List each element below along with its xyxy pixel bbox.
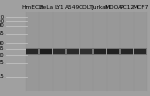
- FancyBboxPatch shape: [53, 48, 66, 55]
- FancyBboxPatch shape: [66, 48, 79, 55]
- Text: 100: 100: [0, 19, 4, 24]
- Text: 30: 30: [0, 53, 4, 58]
- Text: COLT: COLT: [79, 5, 94, 10]
- FancyBboxPatch shape: [134, 49, 146, 54]
- FancyBboxPatch shape: [26, 48, 39, 55]
- Text: 15: 15: [0, 74, 4, 79]
- Text: 25: 25: [0, 60, 4, 65]
- FancyBboxPatch shape: [26, 12, 147, 91]
- FancyBboxPatch shape: [40, 49, 52, 54]
- FancyBboxPatch shape: [107, 49, 119, 54]
- Text: MCF7: MCF7: [132, 5, 148, 10]
- FancyBboxPatch shape: [94, 49, 106, 54]
- FancyBboxPatch shape: [39, 48, 52, 55]
- FancyBboxPatch shape: [120, 48, 133, 55]
- Text: 80: 80: [0, 23, 4, 28]
- FancyBboxPatch shape: [80, 49, 92, 54]
- FancyBboxPatch shape: [67, 49, 79, 54]
- Text: 35: 35: [0, 46, 4, 51]
- Text: PC12: PC12: [119, 5, 134, 10]
- Text: HeLa: HeLa: [38, 5, 53, 10]
- FancyBboxPatch shape: [53, 49, 65, 54]
- FancyBboxPatch shape: [26, 49, 38, 54]
- FancyBboxPatch shape: [93, 48, 106, 55]
- Text: 120: 120: [0, 15, 4, 20]
- FancyBboxPatch shape: [134, 48, 147, 55]
- Text: HmEC2: HmEC2: [21, 5, 43, 10]
- Text: Jurkat: Jurkat: [91, 5, 108, 10]
- Text: A549: A549: [65, 5, 80, 10]
- FancyBboxPatch shape: [80, 48, 93, 55]
- Text: LY1: LY1: [54, 5, 64, 10]
- Text: 55: 55: [0, 31, 4, 36]
- Text: 40: 40: [0, 41, 4, 46]
- Text: MDOA: MDOA: [104, 5, 122, 10]
- FancyBboxPatch shape: [121, 49, 133, 54]
- FancyBboxPatch shape: [107, 48, 120, 55]
